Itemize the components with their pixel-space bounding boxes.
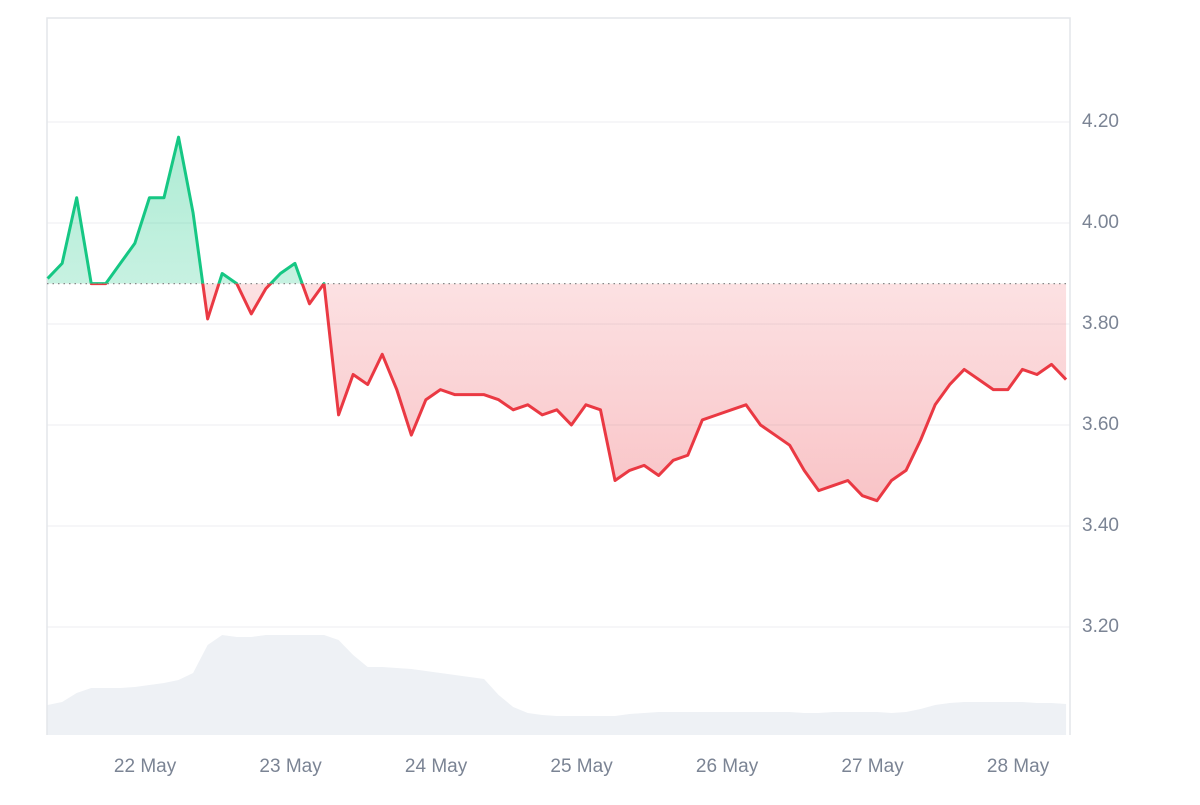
x-tick-label: 23 May [259, 756, 322, 777]
x-tick-label: 25 May [550, 756, 613, 777]
price-line-down [89, 283, 1068, 503]
plot-border [46, 17, 1071, 735]
x-tick-label: 22 May [114, 756, 177, 777]
y-tick-label: 3.20 [1082, 616, 1119, 637]
x-tick-label: 27 May [841, 756, 904, 777]
area-up [47, 137, 303, 284]
y-tick-label: 4.20 [1082, 111, 1119, 132]
area-down [47, 283, 1067, 501]
y-tick-label: 3.60 [1082, 414, 1119, 435]
x-tick-label: 24 May [405, 756, 468, 777]
y-tick-label: 4.00 [1082, 212, 1119, 233]
x-tick-label: 26 May [696, 756, 759, 777]
y-tick-label: 3.80 [1082, 313, 1119, 334]
y-tick-label: 3.40 [1082, 515, 1119, 536]
x-tick-label: 28 May [987, 756, 1050, 777]
volume-area [47, 635, 1067, 735]
